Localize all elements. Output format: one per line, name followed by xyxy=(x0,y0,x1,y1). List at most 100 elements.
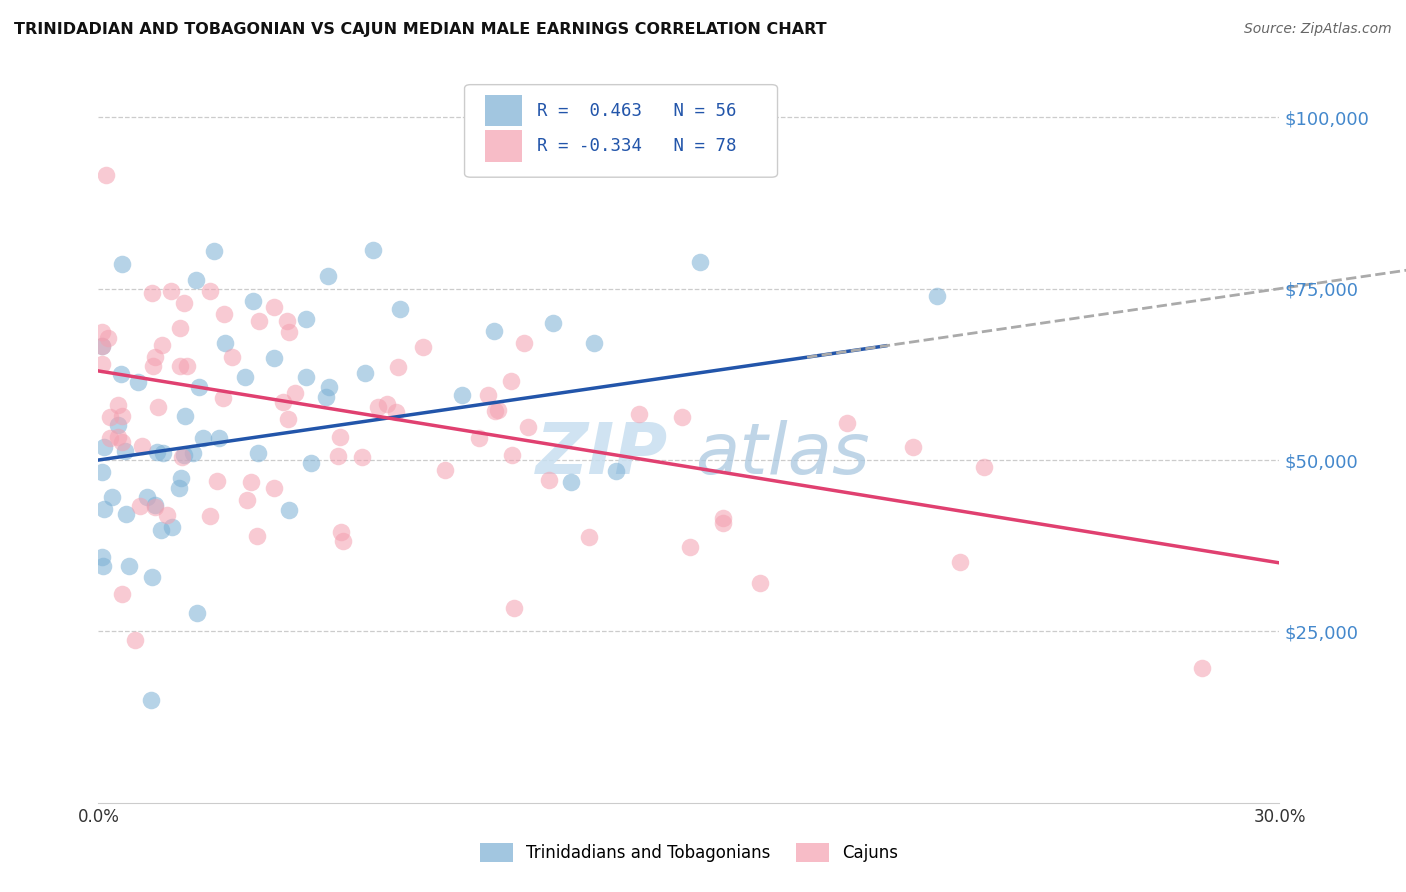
Point xyxy=(332,533,354,548)
Point xyxy=(114,443,136,458)
Point xyxy=(169,359,191,374)
Point xyxy=(484,403,506,417)
Point xyxy=(295,369,318,384)
Point xyxy=(200,284,222,298)
Point xyxy=(949,555,972,569)
Point xyxy=(582,335,605,350)
Point xyxy=(202,244,225,258)
Point xyxy=(143,500,166,514)
Point xyxy=(605,464,627,478)
Point xyxy=(499,375,522,389)
Text: R = -0.334   N = 78: R = -0.334 N = 78 xyxy=(537,137,737,155)
Point xyxy=(315,391,337,405)
Point xyxy=(118,559,141,574)
Point xyxy=(176,359,198,374)
Point xyxy=(174,409,197,423)
Point xyxy=(354,366,377,380)
Bar xyxy=(485,95,523,127)
Point xyxy=(91,559,114,574)
Point xyxy=(689,255,711,269)
Point xyxy=(214,335,236,350)
Point xyxy=(111,434,134,449)
Point xyxy=(141,285,163,300)
Point xyxy=(107,398,129,412)
Point xyxy=(329,524,352,539)
Point xyxy=(451,388,474,402)
Point xyxy=(212,392,235,406)
Point xyxy=(513,336,536,351)
Point xyxy=(387,359,409,374)
Point xyxy=(389,301,412,316)
Point xyxy=(375,397,398,411)
Point xyxy=(91,465,114,479)
Point xyxy=(973,460,995,475)
Point xyxy=(91,357,114,371)
Point xyxy=(412,340,434,354)
Point xyxy=(143,498,166,512)
Point xyxy=(246,446,269,460)
Point xyxy=(221,350,243,364)
Point xyxy=(98,431,121,445)
Bar xyxy=(485,130,523,162)
Point xyxy=(350,450,373,464)
Point xyxy=(516,419,538,434)
Text: TRINIDADIAN AND TOBAGONIAN VS CAJUN MEDIAN MALE EARNINGS CORRELATION CHART: TRINIDADIAN AND TOBAGONIAN VS CAJUN MEDI… xyxy=(14,22,827,37)
Point xyxy=(146,401,169,415)
Point xyxy=(187,380,209,394)
Point xyxy=(1191,661,1213,675)
Point xyxy=(141,569,163,583)
Point xyxy=(295,312,318,326)
Point xyxy=(276,313,298,327)
Point xyxy=(111,409,134,423)
Point xyxy=(263,351,285,365)
Point xyxy=(711,511,734,525)
Point xyxy=(169,321,191,335)
Point xyxy=(191,431,214,445)
Point xyxy=(186,272,208,286)
Point xyxy=(207,475,229,489)
Point xyxy=(91,550,114,565)
Point xyxy=(152,446,174,460)
Point xyxy=(318,380,340,394)
Point xyxy=(150,337,173,351)
Point xyxy=(173,295,195,310)
Point xyxy=(115,508,138,522)
Text: atlas: atlas xyxy=(695,420,869,490)
Point xyxy=(170,450,193,465)
Point xyxy=(482,325,505,339)
Point xyxy=(233,370,256,384)
Point xyxy=(93,440,115,454)
Point xyxy=(167,481,190,495)
Point xyxy=(212,307,235,321)
Point xyxy=(91,339,114,353)
Point xyxy=(316,268,339,283)
Point xyxy=(107,430,129,444)
Point xyxy=(110,368,132,382)
Point xyxy=(679,540,702,554)
Point xyxy=(278,503,301,517)
Point xyxy=(748,575,770,590)
Point xyxy=(91,339,114,353)
Point xyxy=(326,449,349,463)
Point xyxy=(235,492,257,507)
Point xyxy=(146,445,169,459)
Point xyxy=(835,416,858,430)
Point xyxy=(200,509,222,524)
Point xyxy=(277,412,299,426)
Point xyxy=(111,587,134,601)
Point xyxy=(278,325,301,339)
Point xyxy=(124,632,146,647)
Point xyxy=(299,457,322,471)
Point xyxy=(541,317,564,331)
Point xyxy=(149,523,172,537)
Point xyxy=(903,440,925,454)
Point xyxy=(434,462,457,476)
Point xyxy=(263,481,285,495)
Point xyxy=(367,400,389,414)
Point xyxy=(711,516,734,530)
Point xyxy=(537,474,560,488)
Point xyxy=(91,325,114,339)
Point xyxy=(927,288,949,302)
Point xyxy=(98,409,121,424)
Point xyxy=(160,284,183,298)
